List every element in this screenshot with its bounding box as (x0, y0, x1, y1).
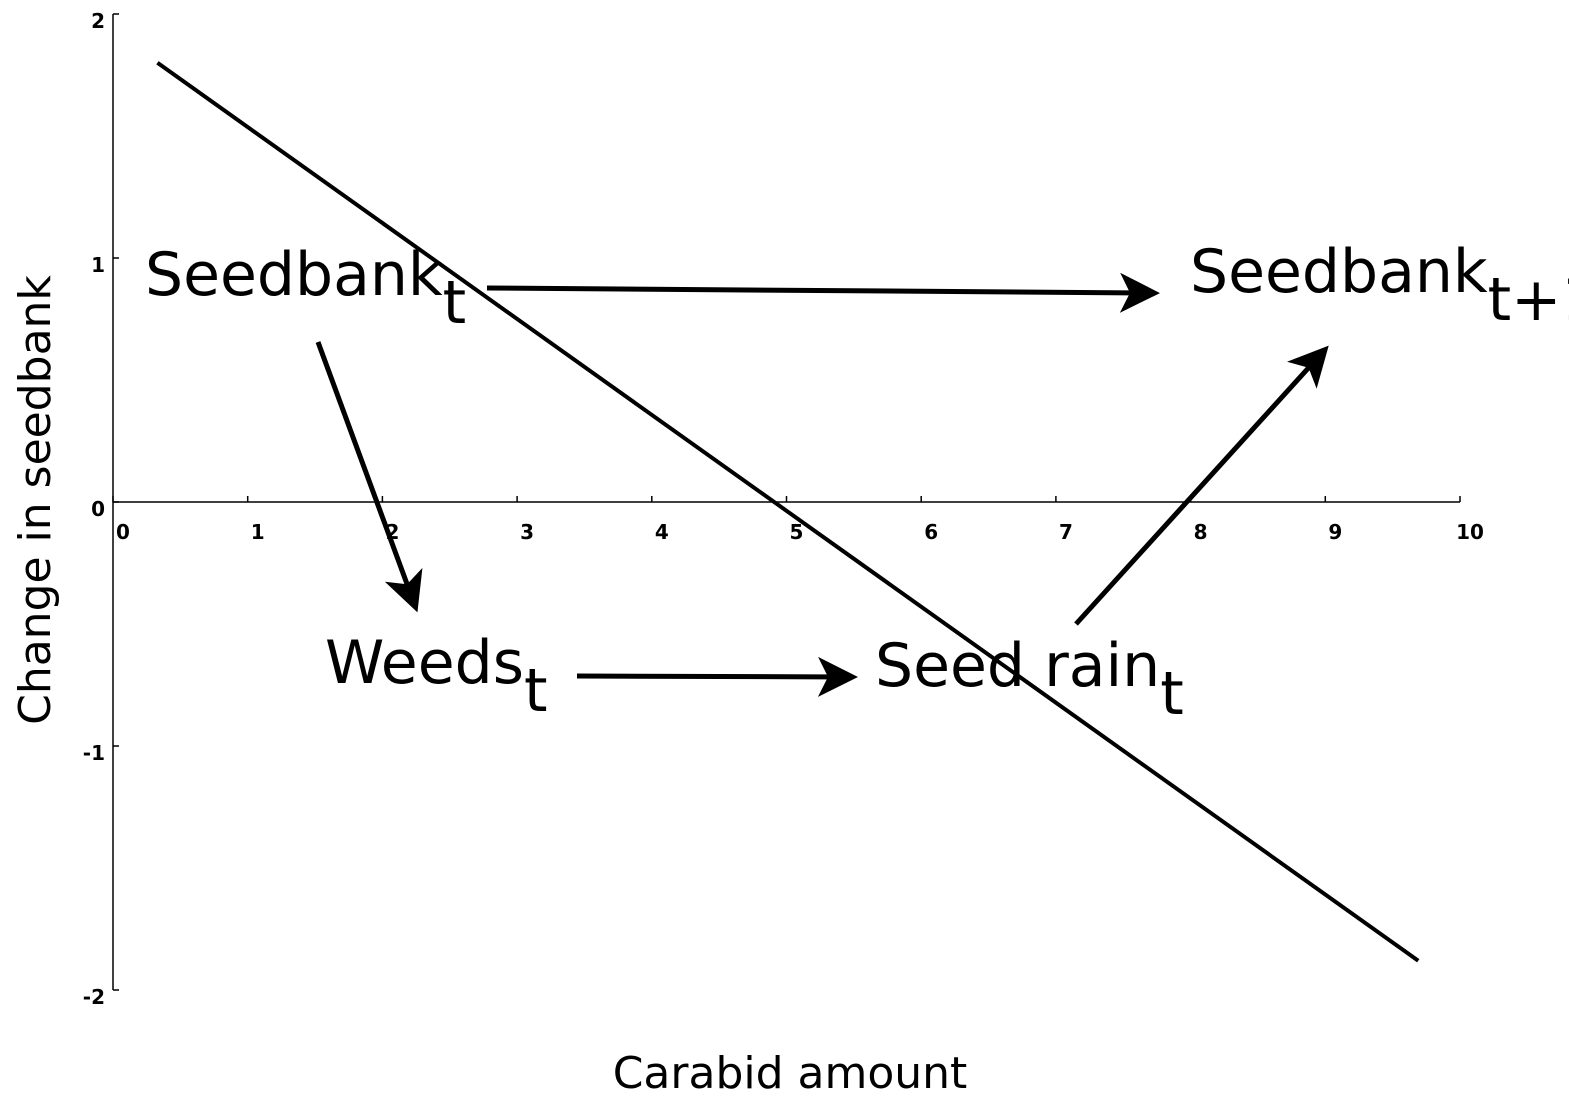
label-subscript: t+1 (1488, 265, 1569, 335)
y-tick-label: 0 (91, 497, 105, 521)
x-tick-label: 8 (1194, 520, 1208, 544)
diagram-label: Seedbankt (145, 240, 466, 338)
x-tick-label: 9 (1328, 520, 1342, 544)
x-axis-label: Carabid amount (613, 1048, 968, 1099)
arrow (1074, 345, 1329, 626)
label-text: Seedbank (145, 240, 443, 310)
x-tick-label: 4 (655, 520, 669, 544)
x-tick-label: 6 (924, 520, 938, 544)
x-tick-label: 3 (520, 520, 534, 544)
x-tick-label: 1 (251, 520, 265, 544)
label-text: Seedbank (1190, 237, 1488, 307)
y-tick-label: -1 (83, 741, 105, 765)
arrow (576, 656, 858, 697)
y-axis-label: Change in seedbank (10, 275, 61, 725)
data-line (156, 61, 1420, 963)
label-subscript: t (1160, 659, 1184, 729)
y-tick-label: 1 (91, 253, 105, 277)
x-tick-label: 0 (116, 520, 130, 544)
y-tick-label: 2 (91, 9, 105, 33)
x-tick-label: 7 (1059, 520, 1073, 544)
x-tick-label: 2 (385, 520, 399, 544)
label-subscript: t (443, 268, 467, 338)
arrow (486, 272, 1160, 313)
x-tick-label: 5 (790, 520, 804, 544)
diagram-label: Weedst (325, 628, 548, 726)
label-subscript: t (524, 656, 548, 726)
label-text: Seed rain (875, 631, 1160, 701)
diagram-label: Seedbankt+1 (1190, 237, 1569, 335)
arrow (315, 341, 423, 613)
label-text: Weeds (325, 628, 524, 698)
diagram-label: Seed raint (875, 631, 1184, 729)
x-tick-label: 10 (1456, 520, 1484, 544)
flow-arrows (315, 272, 1329, 697)
y-tick-label: -2 (83, 985, 105, 1009)
